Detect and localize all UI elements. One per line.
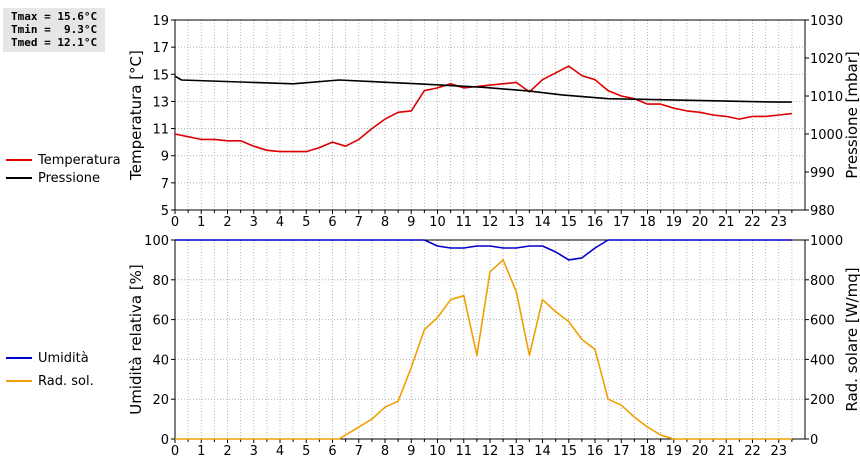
humidity-solar-y2-tick-label: 200 (810, 393, 835, 408)
humidity-solar-x-tick-label: 14 (534, 444, 551, 459)
temperature-pressure-x-tick-label: 0 (171, 215, 179, 230)
temperature-pressure-x-tick-label: 13 (508, 215, 525, 230)
humidity-solar-y2-tick-label: 800 (810, 274, 835, 289)
series-line-temperatura (174, 65, 792, 153)
humidity-solar-x-tick-label: 3 (250, 444, 258, 459)
humidity-solar-x-tick-label: 19 (665, 444, 682, 459)
humidity-solar-x-tick-label: 21 (718, 444, 735, 459)
temperature-pressure-x-tick-label: 21 (718, 215, 735, 230)
humidity-solar-x-tick-label: 17 (613, 444, 630, 459)
temperature-pressure-y2-tick-label: 1020 (810, 52, 843, 67)
temperature-pressure-y2-tick-label: 1030 (810, 14, 843, 29)
humidity-solar-x-tick-label: 2 (223, 444, 231, 459)
legend-temperature-swatch (6, 158, 32, 161)
legend-solar-swatch (6, 379, 32, 382)
humidity-solar-x-tick-label: 22 (744, 444, 761, 459)
temperature-pressure-x-tick-label: 14 (534, 215, 551, 230)
humidity-solar-x-tick-label: 10 (429, 444, 446, 459)
legend-solar-label: Rad. sol. (38, 374, 94, 389)
humidity-solar-x-tick-label: 9 (407, 444, 415, 459)
legend-humidity: Umidità (6, 351, 89, 367)
temperature-pressure-y2-tick-label: 1000 (810, 128, 843, 143)
temperature-pressure-y-tick-label: 7 (161, 177, 169, 192)
temperature-pressure-x-tick-label: 2 (223, 215, 231, 230)
temperature-pressure-x-tick-label: 6 (328, 215, 336, 230)
temperature-pressure-x-tick-label: 7 (355, 215, 363, 230)
temperature-pressure-x-tick-label: 20 (692, 215, 709, 230)
humidity-solar-x-tick-label: 13 (508, 444, 525, 459)
temperature-pressure-y-tick-label: 11 (152, 123, 169, 138)
humidity-solar-x-tick-label: 18 (639, 444, 656, 459)
legend-solar: Rad. sol. (6, 374, 94, 390)
legend-pressure-swatch (6, 176, 32, 179)
series-line-rad-sol (175, 259, 792, 440)
legend-humidity-swatch (6, 356, 32, 359)
humidity-solar-x-tick-label: 12 (482, 444, 499, 459)
humidity-solar-x-tick-label: 4 (276, 444, 284, 459)
legend-pressure: Pressione (6, 171, 100, 187)
series-line-umidita (175, 239, 792, 261)
humidity-solar-y2-tick-label: 400 (810, 353, 835, 368)
stats-tmed: Tmed = 12.1°C (11, 36, 98, 49)
humidity-solar-x-tick-label: 5 (302, 444, 310, 459)
humidity-solar-x-tick-label: 1 (197, 444, 205, 459)
humidity-solar-y-tick-label: 20 (152, 393, 169, 408)
temperature-pressure-x-tick-label: 19 (665, 215, 682, 230)
humidity-solar-x-tick-label: 11 (455, 444, 472, 459)
legend-temperature-label: Temperatura (38, 153, 121, 168)
temperature-pressure-x-tick-label: 1 (197, 215, 205, 230)
temperature-pressure-x-tick-label: 12 (482, 215, 499, 230)
temperature-pressure-x-tick-label: 5 (302, 215, 310, 230)
humidity-solar-y2-tick-label: 0 (810, 433, 818, 448)
stats-tmin: Tmin = 9.3°C (11, 23, 98, 36)
temperature-pressure-x-tick-label: 11 (455, 215, 472, 230)
temperature-pressure-x-tick-label: 17 (613, 215, 630, 230)
humidity-solar-x-tick-label: 16 (587, 444, 604, 459)
humidity-solar-y-tick-label: 100 (144, 234, 169, 249)
humidity-solar-y-tick-label: 80 (152, 274, 169, 289)
humidity-solar-x-tick-label: 20 (692, 444, 709, 459)
stats-box: Tmax = 15.6°C Tmin = 9.3°C Tmed = 12.1°C (3, 8, 105, 52)
temperature-pressure-x-tick-label: 18 (639, 215, 656, 230)
temperature-pressure-x-tick-label: 15 (560, 215, 577, 230)
humidity-solar-y-tick-label: 0 (161, 433, 169, 448)
humidity-solar-ylabel: Umidità relativa [%] (127, 264, 145, 415)
temperature-pressure-x-tick-label: 8 (381, 215, 389, 230)
humidity-solar-x-tick-label: 0 (171, 444, 179, 459)
temperature-pressure-y2-tick-label: 980 (810, 204, 835, 219)
temperature-pressure-x-tick-label: 4 (276, 215, 284, 230)
humidity-solar-x-tick-label: 23 (770, 444, 787, 459)
temperature-pressure-x-tick-label: 9 (407, 215, 415, 230)
humidity-solar-x-tick-label: 8 (381, 444, 389, 459)
temperature-pressure-x-tick-label: 23 (770, 215, 787, 230)
legend-pressure-label: Pressione (38, 171, 101, 186)
series-line-pressione (174, 75, 792, 103)
temperature-pressure-y-tick-label: 19 (152, 14, 169, 29)
temperature-pressure-x-tick-label: 3 (250, 215, 258, 230)
humidity-solar-y-tick-label: 40 (152, 353, 169, 368)
temperature-pressure-y-tick-label: 5 (161, 204, 169, 219)
temperature-pressure-y-tick-label: 17 (152, 41, 169, 56)
temperature-pressure-y-tick-label: 9 (161, 150, 169, 165)
legend-temperature: Temperatura (6, 153, 121, 169)
stats-tmax: Tmax = 15.6°C (11, 10, 98, 23)
humidity-solar-x-tick-label: 15 (560, 444, 577, 459)
temperature-pressure-x-tick-label: 10 (429, 215, 446, 230)
temperature-pressure-y-tick-label: 15 (152, 68, 169, 83)
temperature-pressure-y2-tick-label: 1010 (810, 90, 843, 105)
legend-humidity-label: Umidità (38, 351, 89, 366)
temperature-pressure-y2label: Pressione [mbar] (843, 51, 860, 179)
humidity-solar-y2label: Rad. solare [W/mq] (843, 267, 860, 411)
temperature-pressure-y-tick-label: 13 (152, 95, 169, 110)
humidity-solar-x-tick-label: 6 (328, 444, 336, 459)
humidity-solar-y2-tick-label: 1000 (810, 234, 843, 249)
temperature-pressure-y2-tick-label: 990 (810, 166, 835, 181)
humidity-solar-y2-tick-label: 600 (810, 314, 835, 329)
humidity-solar-x-tick-label: 7 (355, 444, 363, 459)
temperature-pressure-x-tick-label: 16 (587, 215, 604, 230)
temperature-pressure-x-tick-label: 22 (744, 215, 761, 230)
temperature-pressure-ylabel: Temperatura [°C] (127, 50, 145, 181)
humidity-solar-y-tick-label: 60 (152, 314, 169, 329)
